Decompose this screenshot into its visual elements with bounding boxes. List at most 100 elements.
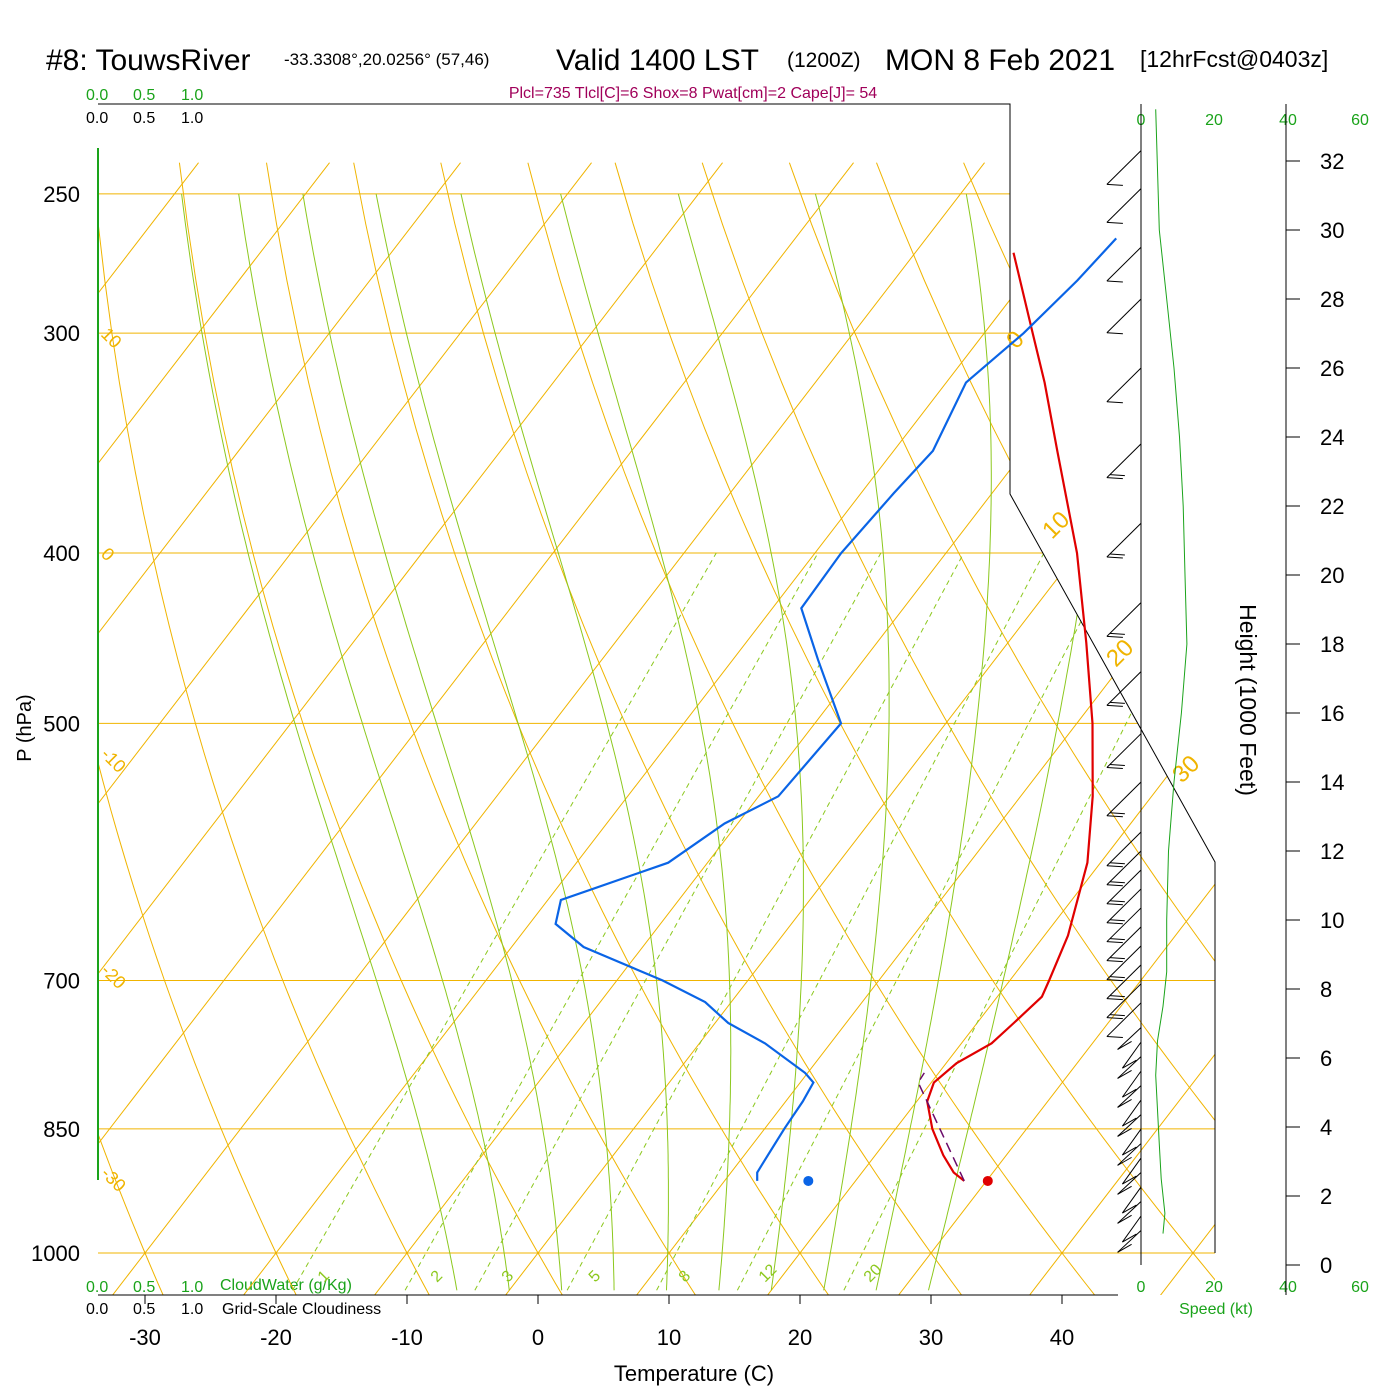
- surface-temperature-point: [982, 1175, 993, 1186]
- dry-adiabat-line: [527, 162, 1120, 1295]
- wind-barb-flag: [1106, 922, 1123, 925]
- pressure-tick-label: 700: [43, 969, 80, 994]
- pressure-tick-label: 1000: [31, 1241, 80, 1266]
- wind-barb-staff: [1117, 1027, 1142, 1050]
- axis-ticks: -30 -20 -10 0 10 20 30 402503004005007008501000…: [31, 149, 1344, 1350]
- height-tick-label: 24: [1320, 425, 1344, 450]
- wind-barb-staff: [1106, 1002, 1142, 1037]
- mixing-ratio-line: [292, 552, 717, 1291]
- height-axis-title: Height (1000 Feet): [1235, 604, 1261, 796]
- wind-barb-flag: [1106, 766, 1123, 769]
- wind-barb-staff: [1106, 150, 1142, 185]
- x-tick-label: 20: [788, 1325, 812, 1350]
- y-axis-title: P (hPa): [14, 694, 36, 761]
- wind-barb-staff: [1121, 1215, 1142, 1243]
- top-speed-tick: 60: [1351, 112, 1369, 129]
- wind-barb-staff: [1121, 1041, 1142, 1069]
- height-tick-label: 20: [1320, 563, 1344, 588]
- wind-barb-flag: [1122, 1175, 1137, 1185]
- height-tick-label: 18: [1320, 632, 1344, 657]
- wind-barb-flag: [1106, 280, 1123, 283]
- wind-barb-flag: [1122, 1059, 1137, 1069]
- wind-barb-flag: [1109, 976, 1125, 979]
- series-line-temperature: [926, 252, 1094, 1182]
- wind-barb-flag: [1122, 1117, 1137, 1127]
- wind-barb-flag: [1106, 998, 1123, 1001]
- bottom-cloudwater-tick: 0.0: [86, 1279, 108, 1296]
- x-tick-label: 30: [919, 1325, 943, 1350]
- moist-adiabat-line: [677, 193, 804, 1291]
- height-tick-label: 30: [1320, 218, 1344, 243]
- wind-barb-flag: [1106, 401, 1123, 404]
- wind-barb-flag: [1106, 815, 1123, 818]
- valid-date: MON 8 Feb 2021: [885, 44, 1115, 77]
- wind-barb-flag: [1117, 1243, 1132, 1253]
- wind-barb-flag: [1109, 881, 1125, 884]
- height-tick-label: 2: [1320, 1184, 1332, 1209]
- pressure-tick-label: 850: [43, 1117, 80, 1142]
- moist-adiabat-line: [302, 193, 563, 1291]
- isotherm-line: [874, 162, 1215, 1295]
- wind-barb-staff: [1117, 1114, 1142, 1137]
- moist-adiabat-line: [560, 193, 732, 1291]
- x-tick-label: 40: [1050, 1325, 1074, 1350]
- wind-barb-flag: [1109, 938, 1125, 941]
- wind-barb-staff: [1106, 602, 1142, 637]
- wind-speed-line: [1155, 109, 1188, 1234]
- wind-barb-staff: [1117, 1230, 1142, 1253]
- wind-barb-staff: [1117, 1201, 1142, 1224]
- wind-barb-staff: [1117, 1056, 1142, 1079]
- height-tick-label: 26: [1320, 356, 1344, 381]
- mixing-ratio-line: [566, 552, 965, 1291]
- top-speed-tick: 20: [1205, 112, 1223, 129]
- bottom-cloudwater-tick: 0.5: [133, 1279, 155, 1296]
- cloudiness-label: Grid-Scale Cloudiness: [222, 1301, 381, 1318]
- top-cloudiness-tick: 0.0: [86, 110, 108, 127]
- wind-barb-flag: [1106, 903, 1123, 906]
- wind-barb-staff: [1106, 850, 1142, 886]
- wind-barb-staff: [1117, 1172, 1142, 1195]
- wind-barb-flag: [1109, 763, 1125, 766]
- wind-barb-flag: [1109, 1014, 1125, 1017]
- dry-adiabat-line: [353, 162, 851, 1295]
- x-axis-title: Temperature (C): [614, 1361, 774, 1386]
- wind-barb-flag: [1117, 1069, 1132, 1079]
- height-tick-label: 6: [1320, 1046, 1332, 1071]
- wind-barb-flag: [1106, 221, 1123, 224]
- dry-adiabat-line: [614, 162, 1215, 1295]
- bottom-cloudiness-tick: 1.0: [181, 1301, 203, 1318]
- wind-barb-flag: [1122, 1233, 1137, 1243]
- valid-time: Valid 1400 LST: [556, 44, 759, 77]
- wind-barb-flag: [1109, 919, 1125, 922]
- wind-barb-flag: [1117, 1041, 1132, 1050]
- wind-barb-staff: [1106, 733, 1142, 768]
- stability-indices: Plcl=735 Tlcl[C]=6 Shox=8 Pwat[cm]=2 Cap…: [509, 85, 877, 102]
- wind-barb-flag: [1109, 995, 1125, 998]
- moist-adiabat-line: [460, 193, 669, 1291]
- height-tick-label: 8: [1320, 977, 1332, 1002]
- wind-barb-flag: [1106, 960, 1123, 963]
- top-cloudwater-tick: 0.5: [133, 87, 155, 104]
- wind-barb-staff: [1106, 522, 1142, 558]
- height-tick-label: 16: [1320, 701, 1344, 726]
- wind-barb-flag: [1109, 900, 1125, 903]
- bottom-cloudwater-tick: 1.0: [181, 1279, 203, 1296]
- sounding-series: [554, 237, 1118, 1186]
- height-tick-label: 4: [1320, 1115, 1332, 1140]
- height-tick-label: 28: [1320, 287, 1344, 312]
- pressure-tick-label: 250: [43, 182, 80, 207]
- pressure-tick-label: 500: [43, 711, 80, 736]
- height-tick-label: 0: [1320, 1253, 1332, 1278]
- mixing-ratio-line: [736, 552, 1117, 1291]
- wind-barb-flag: [1117, 1156, 1132, 1166]
- wind-barb-staff: [1121, 1099, 1142, 1127]
- moist-adiabat-line: [375, 193, 615, 1291]
- isotherm-line: [98, 162, 985, 1295]
- isotherm-line: [98, 162, 592, 1295]
- utc-time: (1200Z): [787, 49, 861, 72]
- forecast-label: [12hrFcst@0403z]: [1140, 46, 1328, 72]
- bottom-scales: 0.0 0.5 1.0 CloudWater (g/Kg) 0.0 0.5 1.…: [86, 1277, 1369, 1318]
- wind-barb-flag: [1106, 477, 1123, 480]
- wind-barb-flag: [1106, 556, 1123, 559]
- x-tick-label: -10: [391, 1325, 423, 1350]
